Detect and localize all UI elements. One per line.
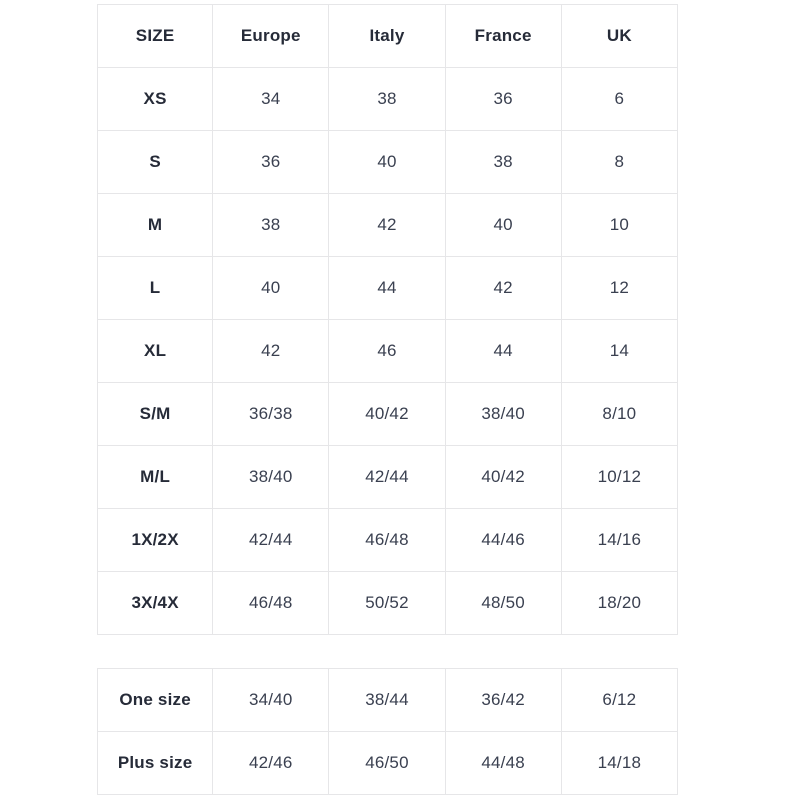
row-label-xl: XL [96,319,214,383]
cell-italy: 40/42 [328,382,446,446]
cell-europe: 42 [212,319,330,383]
cell-europe: 36/38 [212,382,330,446]
table-row: XL 42 46 44 14 [96,319,679,383]
cell-france: 42 [444,256,562,320]
cell-italy: 50/52 [328,571,446,635]
table-row: Plus size 42/46 46/50 44/48 14/18 [96,731,679,795]
row-label-xs: XS [96,67,214,131]
cell-italy: 38 [328,67,446,131]
cell-europe: 34/40 [212,668,330,732]
cell-italy: 40 [328,130,446,194]
cell-uk: 14 [560,319,679,383]
cell-europe: 42/46 [212,731,330,795]
table-body: One size 34/40 38/44 36/42 6/12 Plus siz… [96,668,679,795]
cell-uk: 10/12 [560,445,679,509]
column-header-europe: Europe [212,4,330,68]
cell-europe: 40 [212,256,330,320]
cell-uk: 14/16 [560,508,679,572]
cell-uk: 18/20 [560,571,679,635]
row-label-m-l: M/L [96,445,214,509]
table-row: M 38 42 40 10 [96,193,679,257]
cell-europe: 36 [212,130,330,194]
table-row: M/L 38/40 42/44 40/42 10/12 [96,445,679,509]
table-row: S 36 40 38 8 [96,130,679,194]
cell-italy: 46/48 [328,508,446,572]
cell-europe: 46/48 [212,571,330,635]
cell-europe: 42/44 [212,508,330,572]
table-row: XS 34 38 36 6 [96,67,679,131]
row-label-l: L [96,256,214,320]
cell-uk: 8/10 [560,382,679,446]
row-label-m: M [96,193,214,257]
cell-france: 38 [444,130,562,194]
row-label-plus-size: Plus size [96,731,214,795]
column-header-france: France [444,4,562,68]
cell-uk: 8 [560,130,679,194]
cell-europe: 34 [212,67,330,131]
cell-uk: 10 [560,193,679,257]
table-row: 1X/2X 42/44 46/48 44/46 14/16 [96,508,679,572]
cell-italy: 42/44 [328,445,446,509]
table-body: XS 34 38 36 6 S 36 40 38 8 M 38 42 40 10 [96,67,679,635]
cell-italy: 44 [328,256,446,320]
cell-uk: 14/18 [560,731,679,795]
table-row: One size 34/40 38/44 36/42 6/12 [96,668,679,732]
column-header-uk: UK [560,4,679,68]
row-label-s: S [96,130,214,194]
cell-france: 48/50 [444,571,562,635]
cell-uk: 12 [560,256,679,320]
cell-france: 38/40 [444,382,562,446]
row-label-s-m: S/M [96,382,214,446]
cell-france: 40/42 [444,445,562,509]
row-label-one-size: One size [96,668,214,732]
cell-france: 36 [444,67,562,131]
cell-italy: 38/44 [328,668,446,732]
one-size-plus-size-table: One size 34/40 38/44 36/42 6/12 Plus siz… [96,668,679,795]
cell-italy: 46/50 [328,731,446,795]
cell-europe: 38/40 [212,445,330,509]
table-header: SIZE Europe Italy France UK [96,4,679,68]
cell-uk: 6 [560,67,679,131]
size-conversion-table: SIZE Europe Italy France UK XS 34 38 36 … [96,4,679,635]
cell-france: 40 [444,193,562,257]
cell-europe: 38 [212,193,330,257]
table-row: L 40 44 42 12 [96,256,679,320]
cell-uk: 6/12 [560,668,679,732]
row-label-1x-2x: 1X/2X [96,508,214,572]
cell-italy: 42 [328,193,446,257]
cell-france: 44/46 [444,508,562,572]
cell-italy: 46 [328,319,446,383]
table-header-row: SIZE Europe Italy France UK [96,4,679,68]
table-row: 3X/4X 46/48 50/52 48/50 18/20 [96,571,679,635]
column-header-italy: Italy [328,4,446,68]
cell-france: 44/48 [444,731,562,795]
cell-france: 36/42 [444,668,562,732]
column-header-size: SIZE [96,4,214,68]
cell-france: 44 [444,319,562,383]
table-row: S/M 36/38 40/42 38/40 8/10 [96,382,679,446]
row-label-3x-4x: 3X/4X [96,571,214,635]
